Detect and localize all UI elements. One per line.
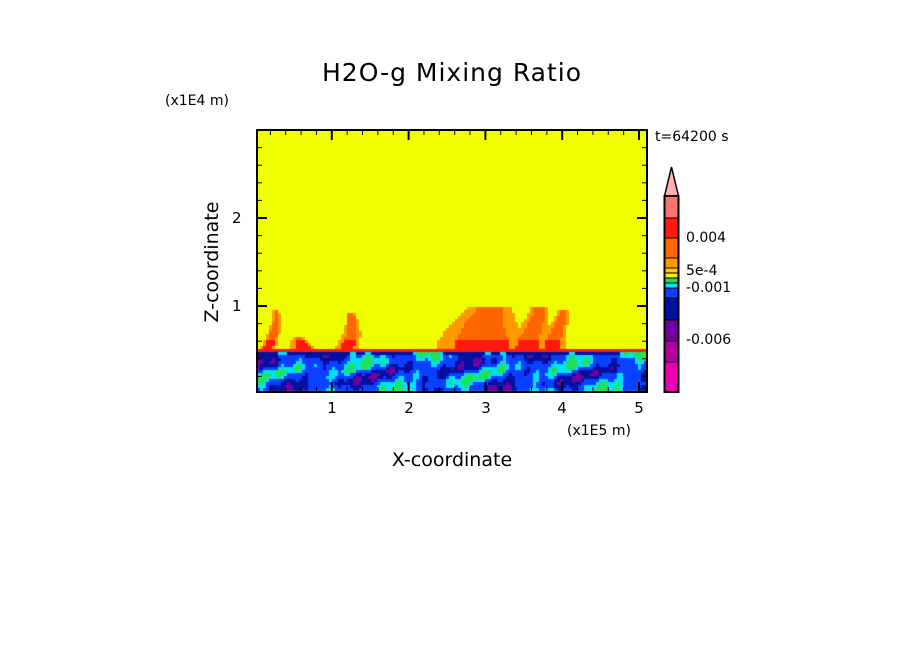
colorbar-segment <box>664 267 679 274</box>
x-axis-label: X-coordinate <box>391 449 513 471</box>
colorbar-segment <box>664 257 679 269</box>
chart-title: H2O-g Mixing Ratio <box>321 58 583 87</box>
colorbar-frame <box>663 195 680 393</box>
x-tick-label: 2 <box>404 399 414 417</box>
colorbar-label: 0.004 <box>686 230 727 246</box>
colorbar-segment <box>664 361 679 393</box>
colorbar-segment <box>664 237 679 259</box>
x-tick-label: 4 <box>557 399 567 417</box>
y-tick-label: 2 <box>232 209 242 227</box>
x-axis-unit: (x1E5 m) <box>567 423 631 439</box>
colorbar-label: -0.001 <box>686 280 732 296</box>
colorbar-segment <box>664 272 679 279</box>
colorbar-segment <box>664 287 679 299</box>
colorbar-segment <box>664 277 679 284</box>
colorbar-segment <box>664 319 679 342</box>
y-tick-label: 1 <box>232 297 242 315</box>
y-axis-unit: (x1E4 m) <box>165 93 229 109</box>
x-tick-label: 3 <box>481 399 491 417</box>
colorbar-segment <box>664 217 679 239</box>
colorbar-label: 5e-4 <box>686 263 718 279</box>
colorbar-segment <box>664 340 679 363</box>
colorbar-segment <box>664 297 679 321</box>
colorbar-segment <box>664 282 679 289</box>
colorbar-extend-triangle <box>663 166 680 197</box>
time-label: t=64200 s <box>655 129 729 145</box>
contour-field <box>257 130 647 392</box>
x-tick-label: 1 <box>327 399 337 417</box>
colorbar-segment <box>664 195 679 219</box>
plot-frame <box>256 129 648 393</box>
colorbar-label: -0.006 <box>686 332 732 348</box>
x-tick-label: 5 <box>634 399 644 417</box>
